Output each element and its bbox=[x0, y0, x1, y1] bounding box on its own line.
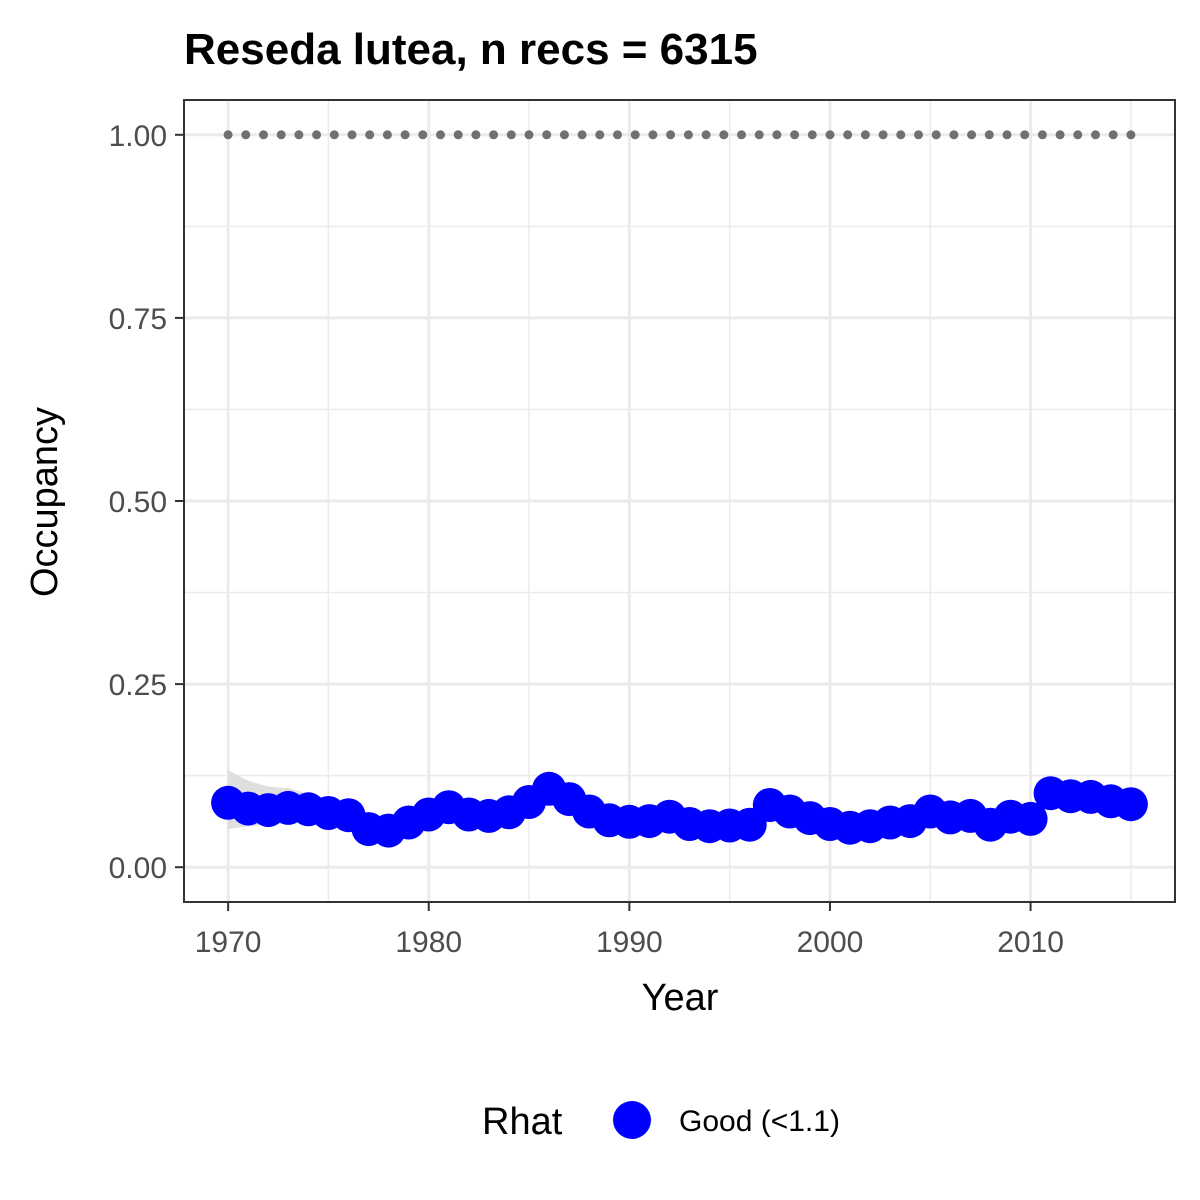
reference-dot bbox=[807, 130, 817, 140]
reference-dot bbox=[294, 130, 304, 140]
reference-dot bbox=[577, 130, 587, 140]
legend: Rhat Good (<1.1) bbox=[482, 1101, 840, 1143]
legend-title: Rhat bbox=[482, 1101, 563, 1143]
reference-dot bbox=[931, 130, 941, 140]
reference-dot bbox=[967, 130, 977, 140]
reference-dot bbox=[666, 130, 676, 140]
occupancy-point bbox=[1113, 787, 1148, 822]
reference-dot bbox=[1055, 130, 1065, 140]
reference-dot bbox=[347, 130, 357, 140]
x-tick-label: 2000 bbox=[797, 926, 864, 959]
reference-dot bbox=[860, 130, 870, 140]
reference-dot bbox=[542, 130, 552, 140]
reference-dot bbox=[453, 130, 463, 140]
x-tick-label: 2010 bbox=[997, 926, 1064, 959]
reference-dot bbox=[489, 130, 499, 140]
y-tick-label: 1.00 bbox=[109, 120, 167, 153]
y-tick-label: 0.25 bbox=[109, 669, 167, 702]
reference-dot bbox=[1002, 130, 1012, 140]
reference-dot bbox=[630, 130, 640, 140]
reference-dot bbox=[790, 130, 800, 140]
reference-dot bbox=[559, 130, 569, 140]
x-tick-label: 1980 bbox=[395, 926, 462, 959]
y-tick-label: 0.50 bbox=[109, 486, 167, 519]
reference-dot bbox=[1126, 130, 1136, 140]
reference-dot bbox=[701, 130, 711, 140]
reference-dot bbox=[524, 130, 534, 140]
x-axis-title: Year bbox=[642, 977, 719, 1019]
reference-dot bbox=[365, 130, 375, 140]
reference-dot bbox=[595, 130, 605, 140]
plot-panel bbox=[183, 99, 1176, 903]
reference-dots bbox=[223, 130, 1136, 140]
reference-dot bbox=[914, 130, 923, 140]
y-tick-label: 0.75 bbox=[109, 303, 167, 336]
reference-dot bbox=[683, 130, 693, 140]
reference-dot bbox=[754, 130, 764, 140]
chart-title: Reseda lutea, n recs = 6315 bbox=[184, 25, 758, 74]
occupancy-points bbox=[211, 771, 1148, 848]
reference-dot bbox=[1091, 130, 1100, 140]
x-tick-label: 1990 bbox=[596, 926, 663, 959]
reference-dot bbox=[312, 130, 322, 140]
reference-dot bbox=[1020, 130, 1030, 140]
reference-dot bbox=[241, 130, 251, 140]
y-axis-title: Occupancy bbox=[24, 407, 66, 597]
reference-dot bbox=[329, 130, 339, 140]
reference-dot bbox=[223, 130, 233, 140]
reference-dot bbox=[259, 130, 268, 140]
reference-dot bbox=[878, 130, 888, 140]
reference-dot bbox=[843, 130, 853, 140]
reference-dot bbox=[896, 130, 906, 140]
x-axis: 1970 1980 1990 2000 2010 bbox=[195, 902, 1064, 959]
reference-dot bbox=[648, 130, 658, 140]
y-axis: 0.00 0.25 0.50 0.75 1.00 bbox=[109, 120, 184, 885]
x-tick-label: 1970 bbox=[195, 926, 262, 959]
reference-dot bbox=[506, 130, 516, 140]
reference-dot bbox=[418, 130, 428, 140]
reference-dot bbox=[1037, 130, 1047, 140]
legend-key-good bbox=[613, 1101, 651, 1139]
reference-dot bbox=[276, 130, 286, 140]
reference-dot bbox=[436, 130, 445, 140]
occupancy-point bbox=[1013, 801, 1048, 836]
reference-dot bbox=[737, 130, 746, 140]
reference-dot bbox=[772, 130, 782, 140]
reference-dot bbox=[984, 130, 994, 140]
reference-dot bbox=[400, 130, 410, 140]
reference-dot bbox=[949, 130, 959, 140]
reference-dot bbox=[1073, 130, 1083, 140]
y-tick-label: 0.00 bbox=[109, 852, 167, 885]
reference-dot bbox=[1108, 130, 1118, 140]
legend-label-good: Good (<1.1) bbox=[679, 1105, 840, 1138]
reference-dot bbox=[613, 130, 622, 140]
reference-dot bbox=[382, 130, 392, 140]
reference-dot bbox=[825, 130, 835, 140]
reference-dot bbox=[719, 130, 729, 140]
reference-dot bbox=[471, 130, 481, 140]
